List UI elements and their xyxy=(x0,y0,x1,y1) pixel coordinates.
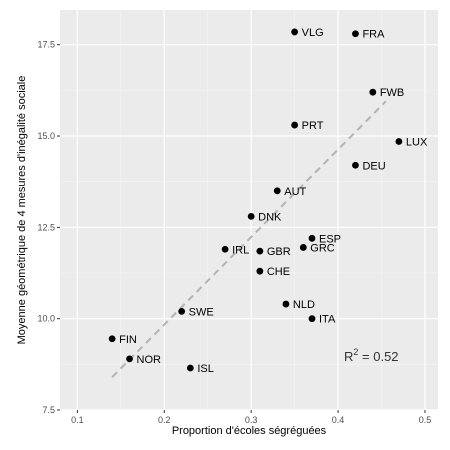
x-tick-label: 0.4 xyxy=(332,415,345,425)
point-label: PRT xyxy=(302,120,324,132)
data-point xyxy=(308,315,316,323)
point-label: ESP xyxy=(319,233,341,245)
point-label: DNK xyxy=(258,211,282,223)
point-label: NOR xyxy=(137,354,162,366)
y-tick-label: 10.0 xyxy=(37,314,55,324)
grid-minor xyxy=(60,10,438,410)
data-point xyxy=(395,138,403,145)
y-tick-label: 12.5 xyxy=(37,222,55,232)
point-label: VLG xyxy=(302,27,324,39)
data-point xyxy=(126,355,133,363)
y-tick-label: 15.0 xyxy=(37,131,55,141)
data-points xyxy=(108,28,403,372)
point-label: FWB xyxy=(380,87,404,99)
data-point xyxy=(221,245,229,253)
point-label: AUT xyxy=(284,186,306,198)
point-label: NLD xyxy=(293,299,315,311)
point-label: ITA xyxy=(319,314,336,326)
point-label: SWE xyxy=(189,306,214,318)
data-point xyxy=(352,30,359,38)
x-tick-label: 0.3 xyxy=(245,415,258,425)
point-label: GRC xyxy=(310,242,335,254)
y-axis-title: Moyenne géométrique de 4 mesures d'inéga… xyxy=(16,76,28,345)
y-tick-label: 17.5 xyxy=(37,40,55,50)
point-label: LUX xyxy=(406,137,428,149)
grid-major xyxy=(60,10,438,411)
data-point xyxy=(308,234,316,242)
data-point xyxy=(256,267,264,275)
x-tick-label: 0.5 xyxy=(419,415,432,425)
data-point xyxy=(247,212,255,220)
data-point xyxy=(352,161,359,169)
point-label: FRA xyxy=(362,29,385,41)
trend-line xyxy=(111,100,387,378)
y-axis: 7.5 10.0 12.5 15.0 17.5 xyxy=(37,40,60,415)
x-axis: 0.1 0.2 0.3 0.4 0.5 xyxy=(71,410,431,425)
x-tick-label: 0.1 xyxy=(71,415,84,425)
data-point xyxy=(256,247,264,255)
point-label: ISL xyxy=(197,363,214,375)
point-label: CHE xyxy=(267,266,290,278)
data-point xyxy=(291,121,299,129)
point-label: FIN xyxy=(119,334,137,346)
data-point xyxy=(369,88,377,96)
data-point xyxy=(186,364,194,372)
x-tick-label: 0.2 xyxy=(158,415,171,425)
y-tick-label: 7.5 xyxy=(42,405,55,415)
x-axis-title: Proportion d'écoles ségréguées xyxy=(172,425,327,437)
point-label: GBR xyxy=(267,246,291,258)
point-label: DEU xyxy=(362,160,385,172)
r-squared-annotation: R2 = 0.52 xyxy=(344,347,399,364)
point-label: IRL xyxy=(232,244,249,256)
data-point xyxy=(291,28,299,36)
plot-panel xyxy=(60,10,438,410)
data-point xyxy=(282,300,290,308)
data-point xyxy=(108,335,116,343)
data-point xyxy=(273,187,281,195)
data-point xyxy=(299,244,307,251)
data-point xyxy=(178,307,186,315)
